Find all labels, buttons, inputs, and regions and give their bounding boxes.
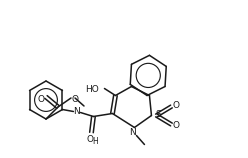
Text: O: O xyxy=(87,135,94,144)
Text: O: O xyxy=(71,95,79,104)
Text: H: H xyxy=(93,137,98,146)
Text: N: N xyxy=(129,128,136,137)
Text: O: O xyxy=(173,121,180,130)
Text: HO: HO xyxy=(85,85,98,94)
Text: O: O xyxy=(37,94,44,103)
Text: N: N xyxy=(73,107,80,116)
Text: O: O xyxy=(173,101,180,110)
Text: S: S xyxy=(155,110,161,119)
